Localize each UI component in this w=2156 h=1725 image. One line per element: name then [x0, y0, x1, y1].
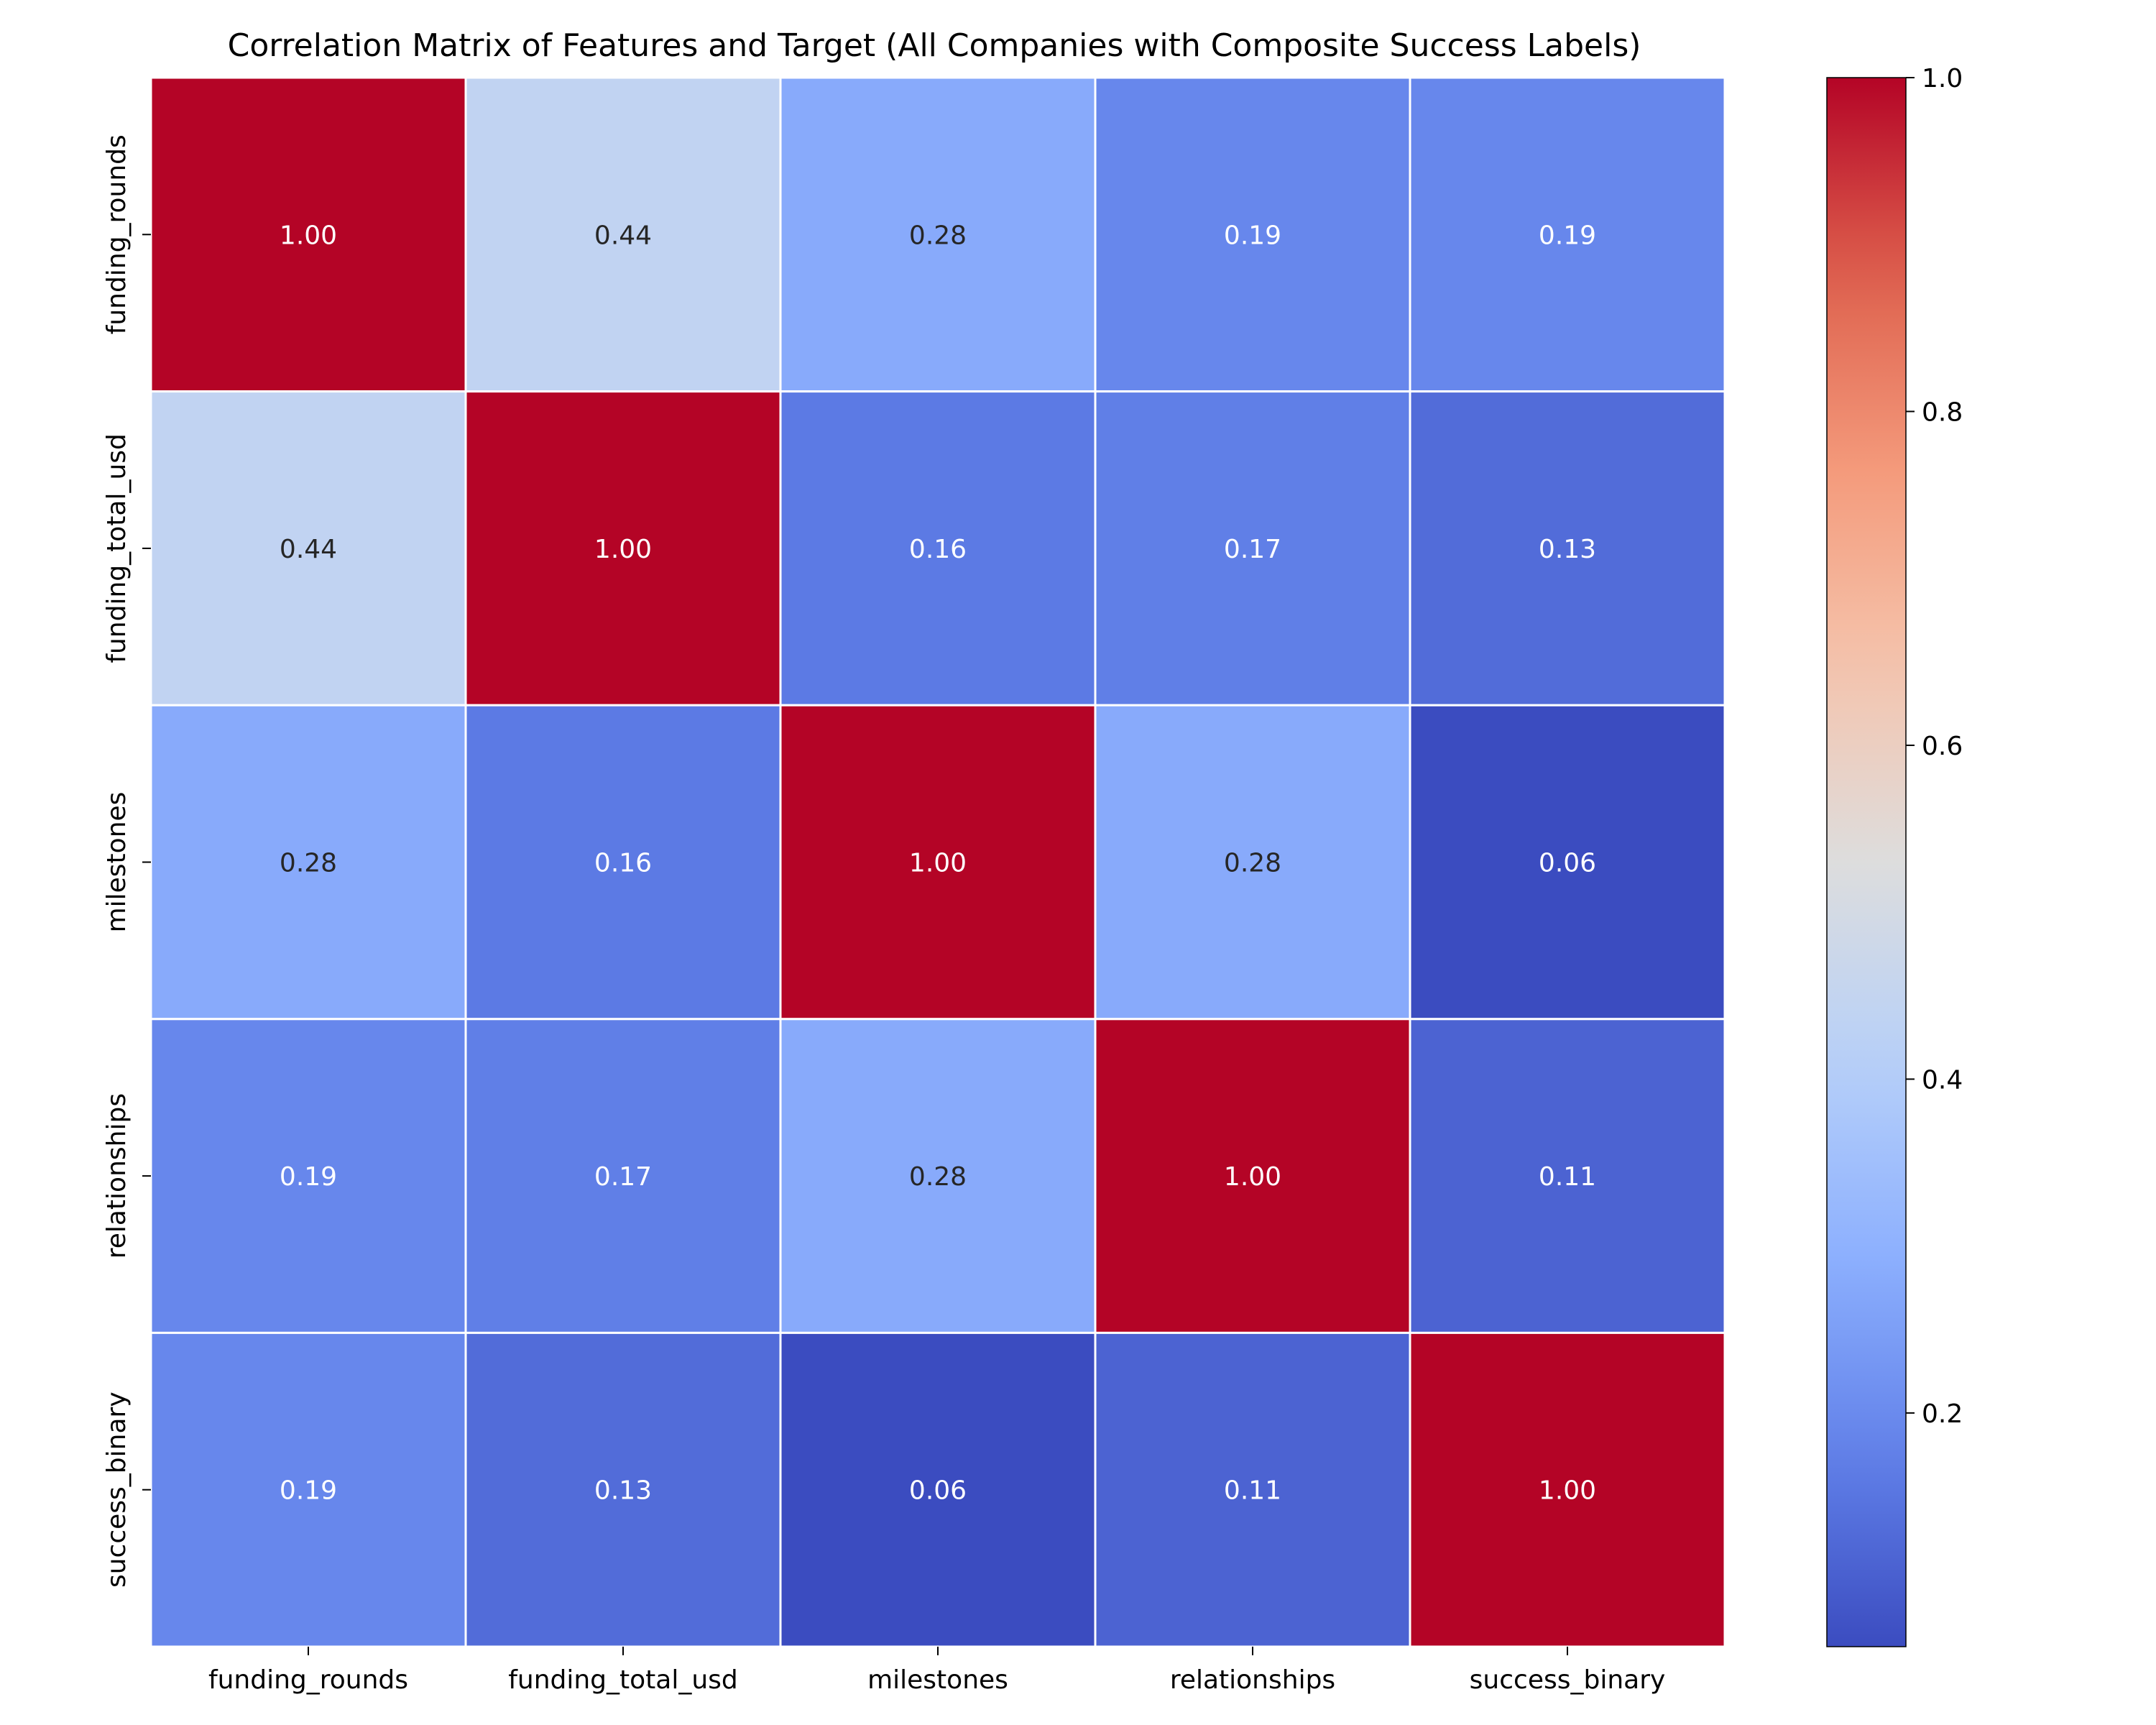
- heatmap-cell: [464, 704, 782, 1021]
- cell-value-label: 0.17: [1224, 535, 1281, 564]
- cell-value-label: 0.16: [909, 535, 967, 564]
- y-axis: funding_rounds funding_total_usd milestone…: [102, 134, 151, 1588]
- cell-value-label: 1.00: [1224, 1162, 1281, 1192]
- heatmap-cell: [464, 1331, 782, 1648]
- cell-value-label: 0.28: [1224, 849, 1281, 878]
- x-tick-label: milestones: [867, 1665, 1008, 1695]
- cell-value-label: 1.00: [909, 849, 967, 878]
- cell-value-label: 0.28: [280, 849, 337, 878]
- heatmap-cell: [779, 390, 1097, 707]
- heatmap-cell: [464, 1018, 782, 1334]
- heatmap-cell: [1409, 704, 1726, 1021]
- cell-value-label: 0.28: [909, 221, 967, 250]
- cell-value-label: 0.11: [1539, 1162, 1596, 1192]
- y-tick-label: funding_rounds: [102, 134, 132, 334]
- heatmap-cell: [1094, 704, 1411, 1021]
- colorbar-tick-label: 0.6: [1922, 732, 1963, 761]
- colorbar-frame: [1826, 77, 1907, 1647]
- y-tick-label: funding_total_usd: [102, 433, 132, 663]
- cell-value-label: 0.28: [909, 1162, 967, 1192]
- cell-value-label: 0.19: [280, 1162, 337, 1192]
- y-tick-label: milestones: [102, 792, 132, 933]
- colorbar-tick-label: 0.4: [1922, 1065, 1963, 1095]
- cell-value-label: 0.44: [594, 221, 652, 250]
- heatmap-cell: [149, 1331, 467, 1648]
- cell-value-label: 0.11: [1224, 1476, 1281, 1506]
- colorbar-tick-label: 0.8: [1922, 397, 1963, 427]
- cell-value-label: 0.44: [280, 535, 337, 564]
- heatmap-cell: [1094, 1018, 1411, 1334]
- cell-value-label: 1.00: [594, 535, 652, 564]
- heatmap-cell: [1409, 76, 1726, 393]
- cell-value-label: 0.19: [1539, 221, 1596, 250]
- cell-value-label: 0.16: [594, 849, 652, 878]
- x-tick-label: success_binary: [1470, 1665, 1666, 1695]
- heatmap-cells: 1.00 0.44 0.28 0.19 0.19 0.44 1.00 0.16 0.17 0.13…: [149, 76, 1726, 1648]
- cell-value-label: 0.17: [594, 1162, 652, 1192]
- heatmap-cell: [779, 704, 1097, 1021]
- cell-value-label: 0.19: [280, 1476, 337, 1506]
- y-tick-label: relationships: [102, 1093, 132, 1259]
- heatmap-cell: [779, 76, 1097, 393]
- colorbar: 0.2 0.4 0.6 0.8 1.0: [1826, 64, 1963, 1647]
- colorbar-tick-label: 1.0: [1922, 64, 1963, 93]
- cell-value-label: 0.13: [1539, 535, 1596, 564]
- heatmap-cell: [779, 1018, 1097, 1334]
- x-tick-label: funding_total_usd: [508, 1665, 738, 1695]
- x-tick-label: relationships: [1170, 1665, 1335, 1695]
- cell-value-label: 0.13: [594, 1476, 652, 1506]
- heatmap-cell: [1409, 1018, 1726, 1334]
- heatmap-cell: [1094, 76, 1411, 393]
- heatmap-cell: [149, 76, 467, 393]
- colorbar-tick-label: 0.2: [1922, 1399, 1963, 1429]
- cell-value-label: 0.19: [1224, 221, 1281, 250]
- heatmap-cell: [464, 76, 782, 393]
- y-tick-label: success_binary: [102, 1392, 132, 1588]
- cell-value-label: 1.00: [280, 221, 337, 250]
- x-axis: funding_rounds funding_total_usd milestone…: [208, 1647, 1665, 1695]
- heatmap-cell: [1409, 1331, 1726, 1648]
- heatmap-cell: [779, 1331, 1097, 1648]
- heatmap-cell: [1409, 390, 1726, 707]
- cell-value-label: 0.06: [1539, 849, 1596, 878]
- heatmap-cell: [464, 390, 782, 707]
- chart-title: Correlation Matrix of Features and Targe…: [228, 27, 1641, 64]
- x-tick-label: funding_rounds: [208, 1665, 408, 1695]
- heatmap-cell: [149, 390, 467, 707]
- cell-value-label: 0.06: [909, 1476, 967, 1506]
- cell-value-label: 1.00: [1539, 1476, 1596, 1506]
- colorbar-gradient: [1827, 78, 1906, 1647]
